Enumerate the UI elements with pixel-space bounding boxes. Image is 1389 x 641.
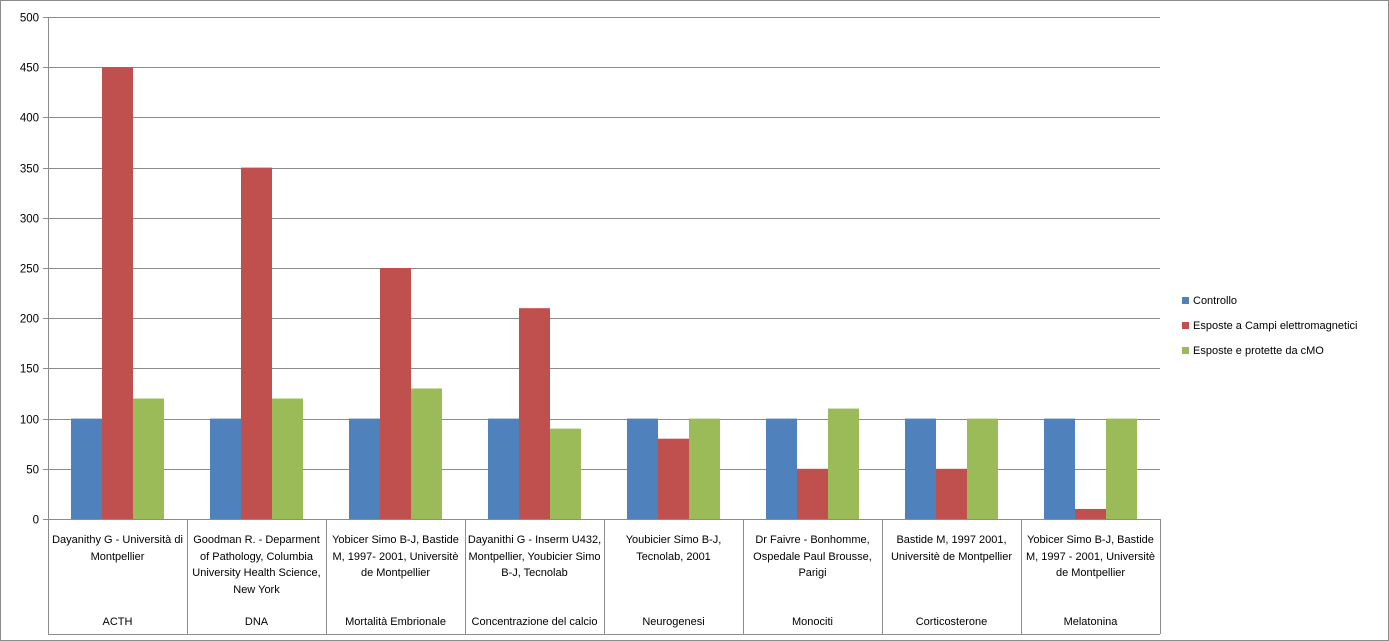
x-group-label: Concentrazione del calcio bbox=[471, 616, 598, 628]
y-tick-label: 350 bbox=[20, 164, 39, 176]
bar bbox=[241, 167, 272, 519]
x-category-label: Yobicer Simo B-J, Bastide M, 1997- 2001,… bbox=[332, 534, 459, 579]
y-tick-label: 250 bbox=[20, 264, 39, 276]
legend-item: Esposte a Campi elettromagnetici bbox=[1182, 313, 1357, 338]
axes bbox=[48, 17, 1161, 635]
bar bbox=[550, 428, 581, 519]
bar bbox=[1106, 418, 1137, 519]
bar bbox=[488, 418, 519, 519]
bar bbox=[658, 438, 689, 519]
x-category-label: Youbicier Simo B-J, Tecnolab, 2001 bbox=[625, 534, 722, 563]
bar bbox=[519, 308, 550, 519]
bar bbox=[828, 408, 859, 519]
y-axis-ticks: 0 50 100 150 200 250 300 350 400 450 500 bbox=[20, 13, 48, 527]
bar bbox=[936, 468, 967, 519]
bar bbox=[102, 67, 133, 519]
x-group-label: Mortalità Embrionale bbox=[345, 616, 446, 628]
legend: Controllo Esposte a Campi elettromagnetic… bbox=[1182, 288, 1357, 363]
legend-label: Controllo bbox=[1193, 294, 1238, 307]
y-tick-label: 50 bbox=[26, 465, 39, 477]
bar bbox=[797, 468, 828, 519]
bar bbox=[1075, 508, 1106, 519]
x-category-label: Goodman R. - Deparment of Pathology, Col… bbox=[192, 534, 321, 596]
y-tick-label: 500 bbox=[20, 13, 39, 25]
y-tick-label: 150 bbox=[20, 364, 39, 376]
legend-swatch bbox=[1182, 347, 1189, 354]
legend-label: Esposte a Campi elettromagnetici bbox=[1193, 319, 1358, 332]
bar bbox=[133, 398, 164, 519]
bar bbox=[210, 418, 241, 519]
y-tick-label: 300 bbox=[20, 214, 39, 226]
bar bbox=[967, 418, 998, 519]
bar bbox=[272, 398, 303, 519]
bar bbox=[905, 418, 936, 519]
bar bbox=[411, 388, 442, 519]
x-group-label: ACTH bbox=[102, 616, 133, 628]
y-tick-label: 200 bbox=[20, 314, 39, 326]
legend-swatch bbox=[1182, 297, 1189, 304]
y-tick-label: 0 bbox=[33, 515, 39, 527]
x-group-label: Melatonina bbox=[1063, 616, 1118, 628]
legend-item: Controllo bbox=[1182, 288, 1357, 313]
x-category-label: Yobicer Simo B-J, Bastide M, 1997 - 2001… bbox=[1025, 534, 1155, 579]
y-tick-label: 100 bbox=[20, 415, 39, 427]
bars bbox=[71, 67, 1137, 519]
bar bbox=[380, 268, 411, 519]
legend-item: Esposte e protette da cMO bbox=[1182, 338, 1357, 363]
legend-swatch bbox=[1182, 322, 1189, 329]
bar bbox=[689, 418, 720, 519]
bar bbox=[349, 418, 380, 519]
bar bbox=[766, 418, 797, 519]
y-tick-label: 400 bbox=[20, 113, 39, 125]
legend-label: Esposte e protette da cMO bbox=[1193, 344, 1324, 357]
bar bbox=[627, 418, 658, 519]
bar bbox=[71, 418, 102, 519]
bar bbox=[1044, 418, 1075, 519]
x-group-label: Neurogenesi bbox=[642, 616, 705, 628]
x-group-label: DNA bbox=[244, 616, 269, 628]
x-category-label: Dayanithy G - Università di Montpellier bbox=[52, 534, 183, 563]
y-tick-label: 450 bbox=[20, 63, 39, 75]
x-category-label: Dr Faivre - Bonhomme, Ospedale Paul Brou… bbox=[753, 534, 872, 579]
x-group-label: Monociti bbox=[792, 616, 833, 628]
x-category-label: Bastide M, 1997 2001, Universitè de Mont… bbox=[890, 534, 1013, 563]
x-group-label: Corticosterone bbox=[915, 616, 988, 628]
x-category-label: Dayanithi G - Inserm U432, Montpellier, … bbox=[467, 534, 602, 579]
